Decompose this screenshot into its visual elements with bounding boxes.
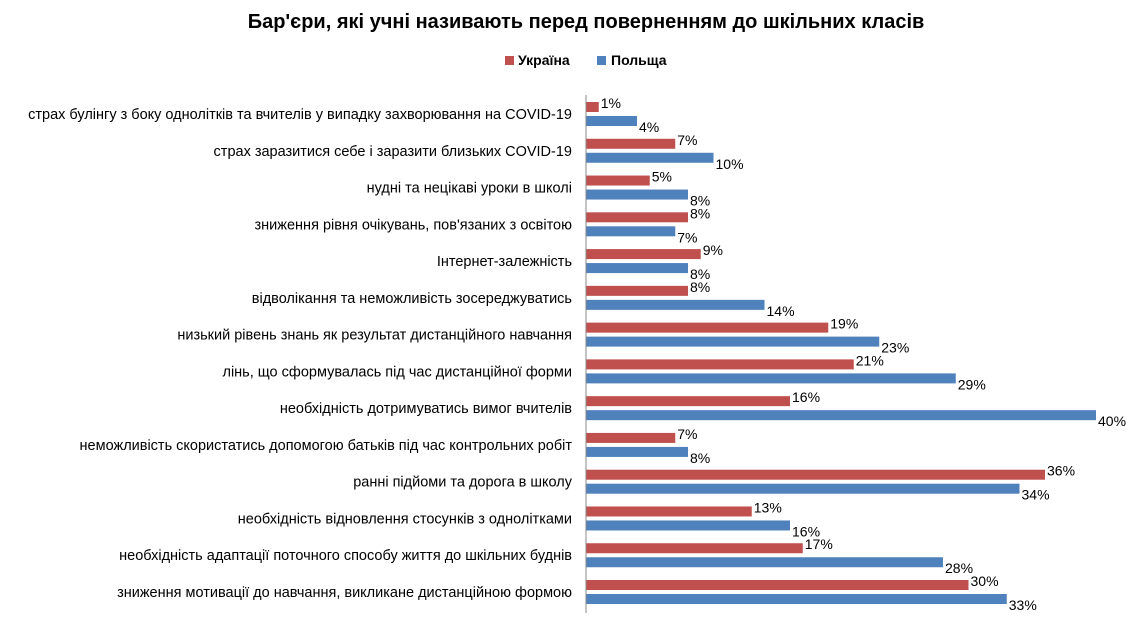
category-label: страх булінгу з боку однолітків та вчите… [28, 107, 572, 123]
bar-poland [586, 483, 1020, 494]
data-label: 10% [716, 156, 744, 172]
data-label: 19% [830, 316, 858, 332]
bar-ukraine [586, 175, 650, 186]
data-label: 5% [652, 169, 672, 185]
bar-ukraine [586, 506, 752, 517]
data-label: 21% [856, 352, 884, 368]
bar-ukraine [586, 249, 701, 260]
data-label: 13% [754, 499, 782, 515]
bar-ukraine [586, 543, 803, 554]
bar-ukraine [586, 138, 676, 149]
bar-ukraine [586, 580, 969, 591]
bar-ukraine [586, 322, 829, 333]
data-label: 4% [639, 119, 659, 135]
data-label: 16% [792, 389, 820, 405]
data-label: 8% [690, 266, 710, 282]
bar-poland [586, 299, 765, 310]
data-label: 1% [601, 95, 621, 111]
data-label: 29% [958, 376, 986, 392]
bar-poland [586, 226, 676, 237]
bar-poland [586, 263, 688, 274]
category-label: необхідність адаптації поточного способу… [119, 548, 572, 564]
category-label: Інтернет-залежність [437, 254, 572, 270]
data-label: 40% [1098, 413, 1126, 429]
bar-ukraine [586, 359, 854, 370]
bar-poland [586, 116, 637, 126]
data-label: 7% [677, 132, 697, 148]
category-label: зниження мотивації до навчання, викликан… [117, 585, 572, 601]
bar-poland [586, 557, 943, 568]
data-label: 8% [690, 279, 710, 295]
data-label: 14% [767, 303, 795, 319]
bar-poland [586, 152, 714, 163]
data-label: 17% [805, 536, 833, 552]
legend: Україна Польща [505, 52, 667, 68]
data-label: 7% [677, 426, 697, 442]
legend-swatch-ukraine [505, 56, 514, 65]
data-label: 8% [690, 193, 710, 209]
bar-ukraine [586, 285, 688, 296]
bar-poland [586, 373, 956, 384]
legend-label-ukraine: Україна [518, 52, 570, 68]
category-label: відволікання та неможливість зосереджува… [252, 291, 572, 307]
bar-poland [586, 336, 880, 347]
category-label: ранні підйоми та дорога в школу [353, 475, 573, 491]
data-label: 8% [690, 450, 710, 466]
bar-ukraine [586, 432, 676, 443]
data-label: 30% [971, 573, 999, 589]
category-label: низький рівень знань як результат дистан… [177, 328, 572, 344]
data-label: 7% [677, 229, 697, 245]
category-label: зниження рівня очікувань, пов'язаних з о… [255, 217, 573, 233]
bar-ukraine [586, 102, 599, 112]
data-label: 23% [881, 340, 909, 356]
data-label: 8% [690, 205, 710, 221]
data-label: 34% [1022, 487, 1050, 503]
bar-ukraine [586, 212, 688, 223]
data-label: 33% [1009, 597, 1037, 613]
bar-poland [586, 446, 688, 457]
bar-poland [586, 410, 1096, 421]
bar-ukraine [586, 469, 1045, 480]
chart-title: Бар'єри, які учні називають перед поверн… [248, 11, 925, 33]
bar-poland [586, 189, 688, 200]
category-label: нудні та нецікаві уроки в школі [367, 181, 572, 197]
category-label: лінь, що сформувалась під час дистанційн… [222, 364, 572, 380]
category-label: неможливість скористатись допомогою бать… [80, 438, 573, 454]
data-label: 28% [945, 560, 973, 576]
category-label: необхідність відновлення стосунків з одн… [238, 511, 572, 527]
bar-poland [586, 520, 790, 531]
legend-swatch-poland [597, 56, 606, 65]
bar-ukraine [586, 396, 790, 407]
category-label: необхідність дотримуватись вимог вчителі… [280, 401, 572, 417]
data-label: 9% [703, 242, 723, 258]
data-label: 16% [792, 523, 820, 539]
data-label: 36% [1047, 463, 1075, 479]
legend-label-poland: Польща [611, 52, 667, 68]
bar-poland [586, 594, 1007, 605]
category-label: страх заразитися себе і заразити близьки… [214, 144, 572, 160]
